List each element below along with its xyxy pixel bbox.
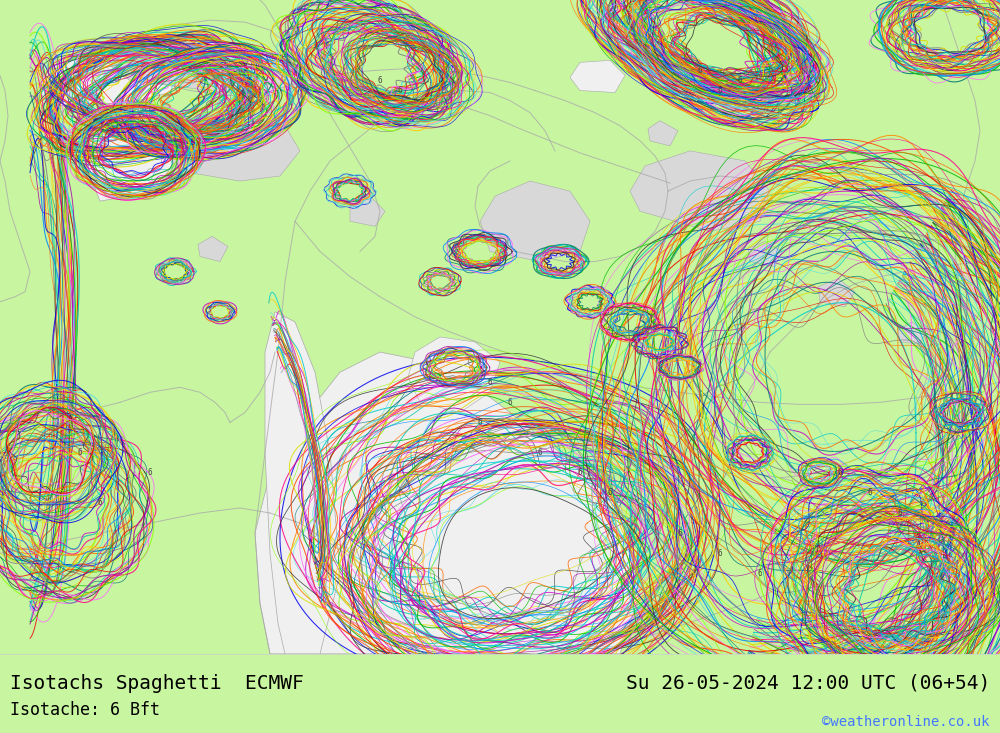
Polygon shape [408, 337, 500, 413]
Text: Isotache: 6 Bft: Isotache: 6 Bft [10, 701, 160, 719]
Text: 6: 6 [508, 398, 512, 407]
Text: 6: 6 [698, 66, 702, 75]
Text: 6: 6 [148, 468, 152, 477]
Polygon shape [265, 312, 340, 654]
Polygon shape [165, 116, 300, 181]
Polygon shape [818, 279, 855, 307]
Text: Su 26-05-2024 12:00 UTC (06+54): Su 26-05-2024 12:00 UTC (06+54) [626, 674, 990, 693]
Text: 6: 6 [78, 448, 82, 457]
Text: 6: 6 [538, 448, 542, 457]
Polygon shape [480, 181, 590, 262]
Text: 6: 6 [758, 569, 762, 578]
Text: 6: 6 [678, 528, 682, 537]
Polygon shape [898, 322, 926, 344]
Text: 6: 6 [378, 76, 382, 85]
Text: 6: 6 [898, 509, 902, 517]
Text: Isotachs Spaghetti  ECMWF: Isotachs Spaghetti ECMWF [10, 674, 304, 693]
Polygon shape [648, 121, 678, 146]
Polygon shape [570, 60, 625, 92]
Text: 6: 6 [738, 76, 742, 85]
Polygon shape [748, 241, 782, 267]
Text: 6: 6 [718, 86, 722, 95]
Polygon shape [255, 352, 640, 654]
Text: 6: 6 [718, 549, 722, 558]
Text: ©weatheronline.co.uk: ©weatheronline.co.uk [822, 715, 990, 729]
Text: 6: 6 [608, 488, 612, 498]
Polygon shape [40, 51, 190, 106]
Polygon shape [198, 236, 228, 262]
Polygon shape [350, 196, 385, 226]
Text: 6: 6 [488, 377, 492, 387]
Text: 6: 6 [98, 498, 102, 507]
Text: 6: 6 [868, 488, 872, 498]
Polygon shape [630, 151, 770, 232]
Text: 6: 6 [838, 468, 842, 477]
Text: 6: 6 [398, 86, 402, 95]
Polygon shape [110, 40, 300, 95]
Text: 6: 6 [578, 468, 582, 477]
Text: 6: 6 [478, 418, 482, 427]
Polygon shape [88, 106, 175, 201]
